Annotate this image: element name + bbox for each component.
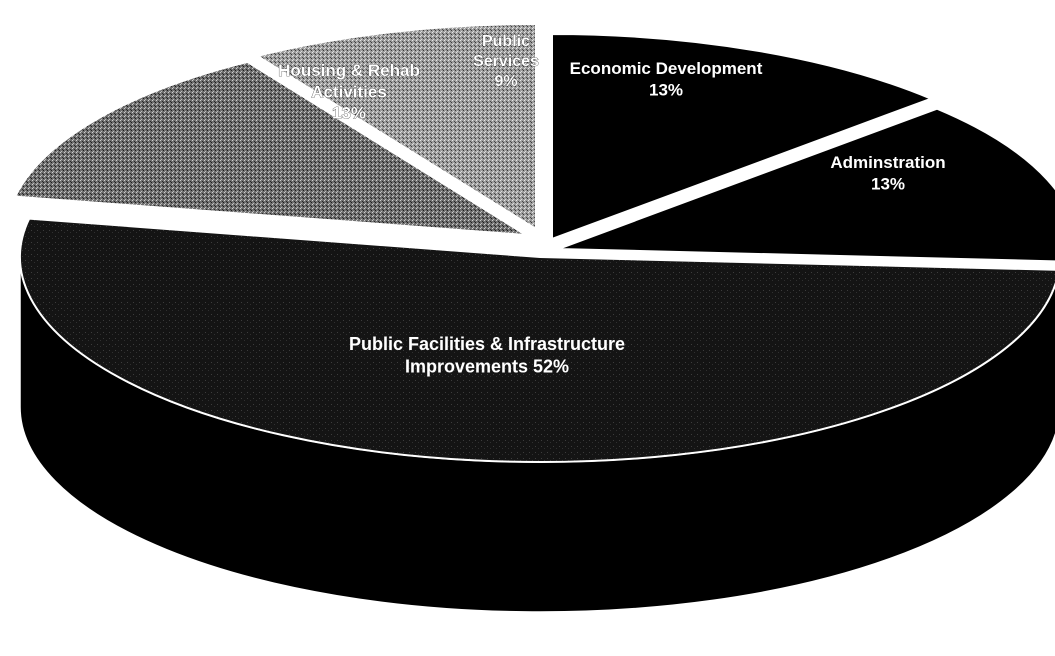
pie-label-percent: 9% (494, 73, 517, 90)
pie-label-line: Economic Development (570, 59, 763, 78)
pie-label-line: Activities (311, 82, 387, 101)
pie-label-line: Public Facilities & Infrastructure (349, 334, 625, 354)
pie-slice-4 (13, 60, 527, 236)
pie-slice-5 (254, 22, 537, 231)
pie-label-line: Improvements 52% (405, 357, 569, 377)
pie-slice-2 (557, 107, 1055, 263)
pie-label-4: Housing & Rehab Activities 13% (278, 61, 420, 123)
pie-label-percent: 13% (871, 174, 905, 193)
pie-slice-1 (551, 32, 934, 241)
pie-label-5: Public Services 9% (473, 33, 539, 90)
pie-label-line: Adminstration (830, 153, 945, 172)
pie-label-percent: 13% (649, 80, 683, 99)
pie-label-1: Economic Development 13% (570, 59, 763, 99)
pie-labels: Economic Development 13% Adminstration 13% P… (278, 33, 946, 377)
pie-slices (13, 22, 1055, 463)
pie-label-percent: 13% (332, 104, 366, 123)
pie-label-3: Public Facilities & Infrastructure Improv… (349, 334, 625, 377)
pie-label-line: Services (473, 53, 539, 70)
pie-label-2: Adminstration 13% (830, 153, 945, 193)
pie-slice-3 (19, 217, 1055, 463)
pie-label-line: Housing & Rehab (278, 61, 420, 80)
pie-label-line: Public (482, 33, 530, 50)
